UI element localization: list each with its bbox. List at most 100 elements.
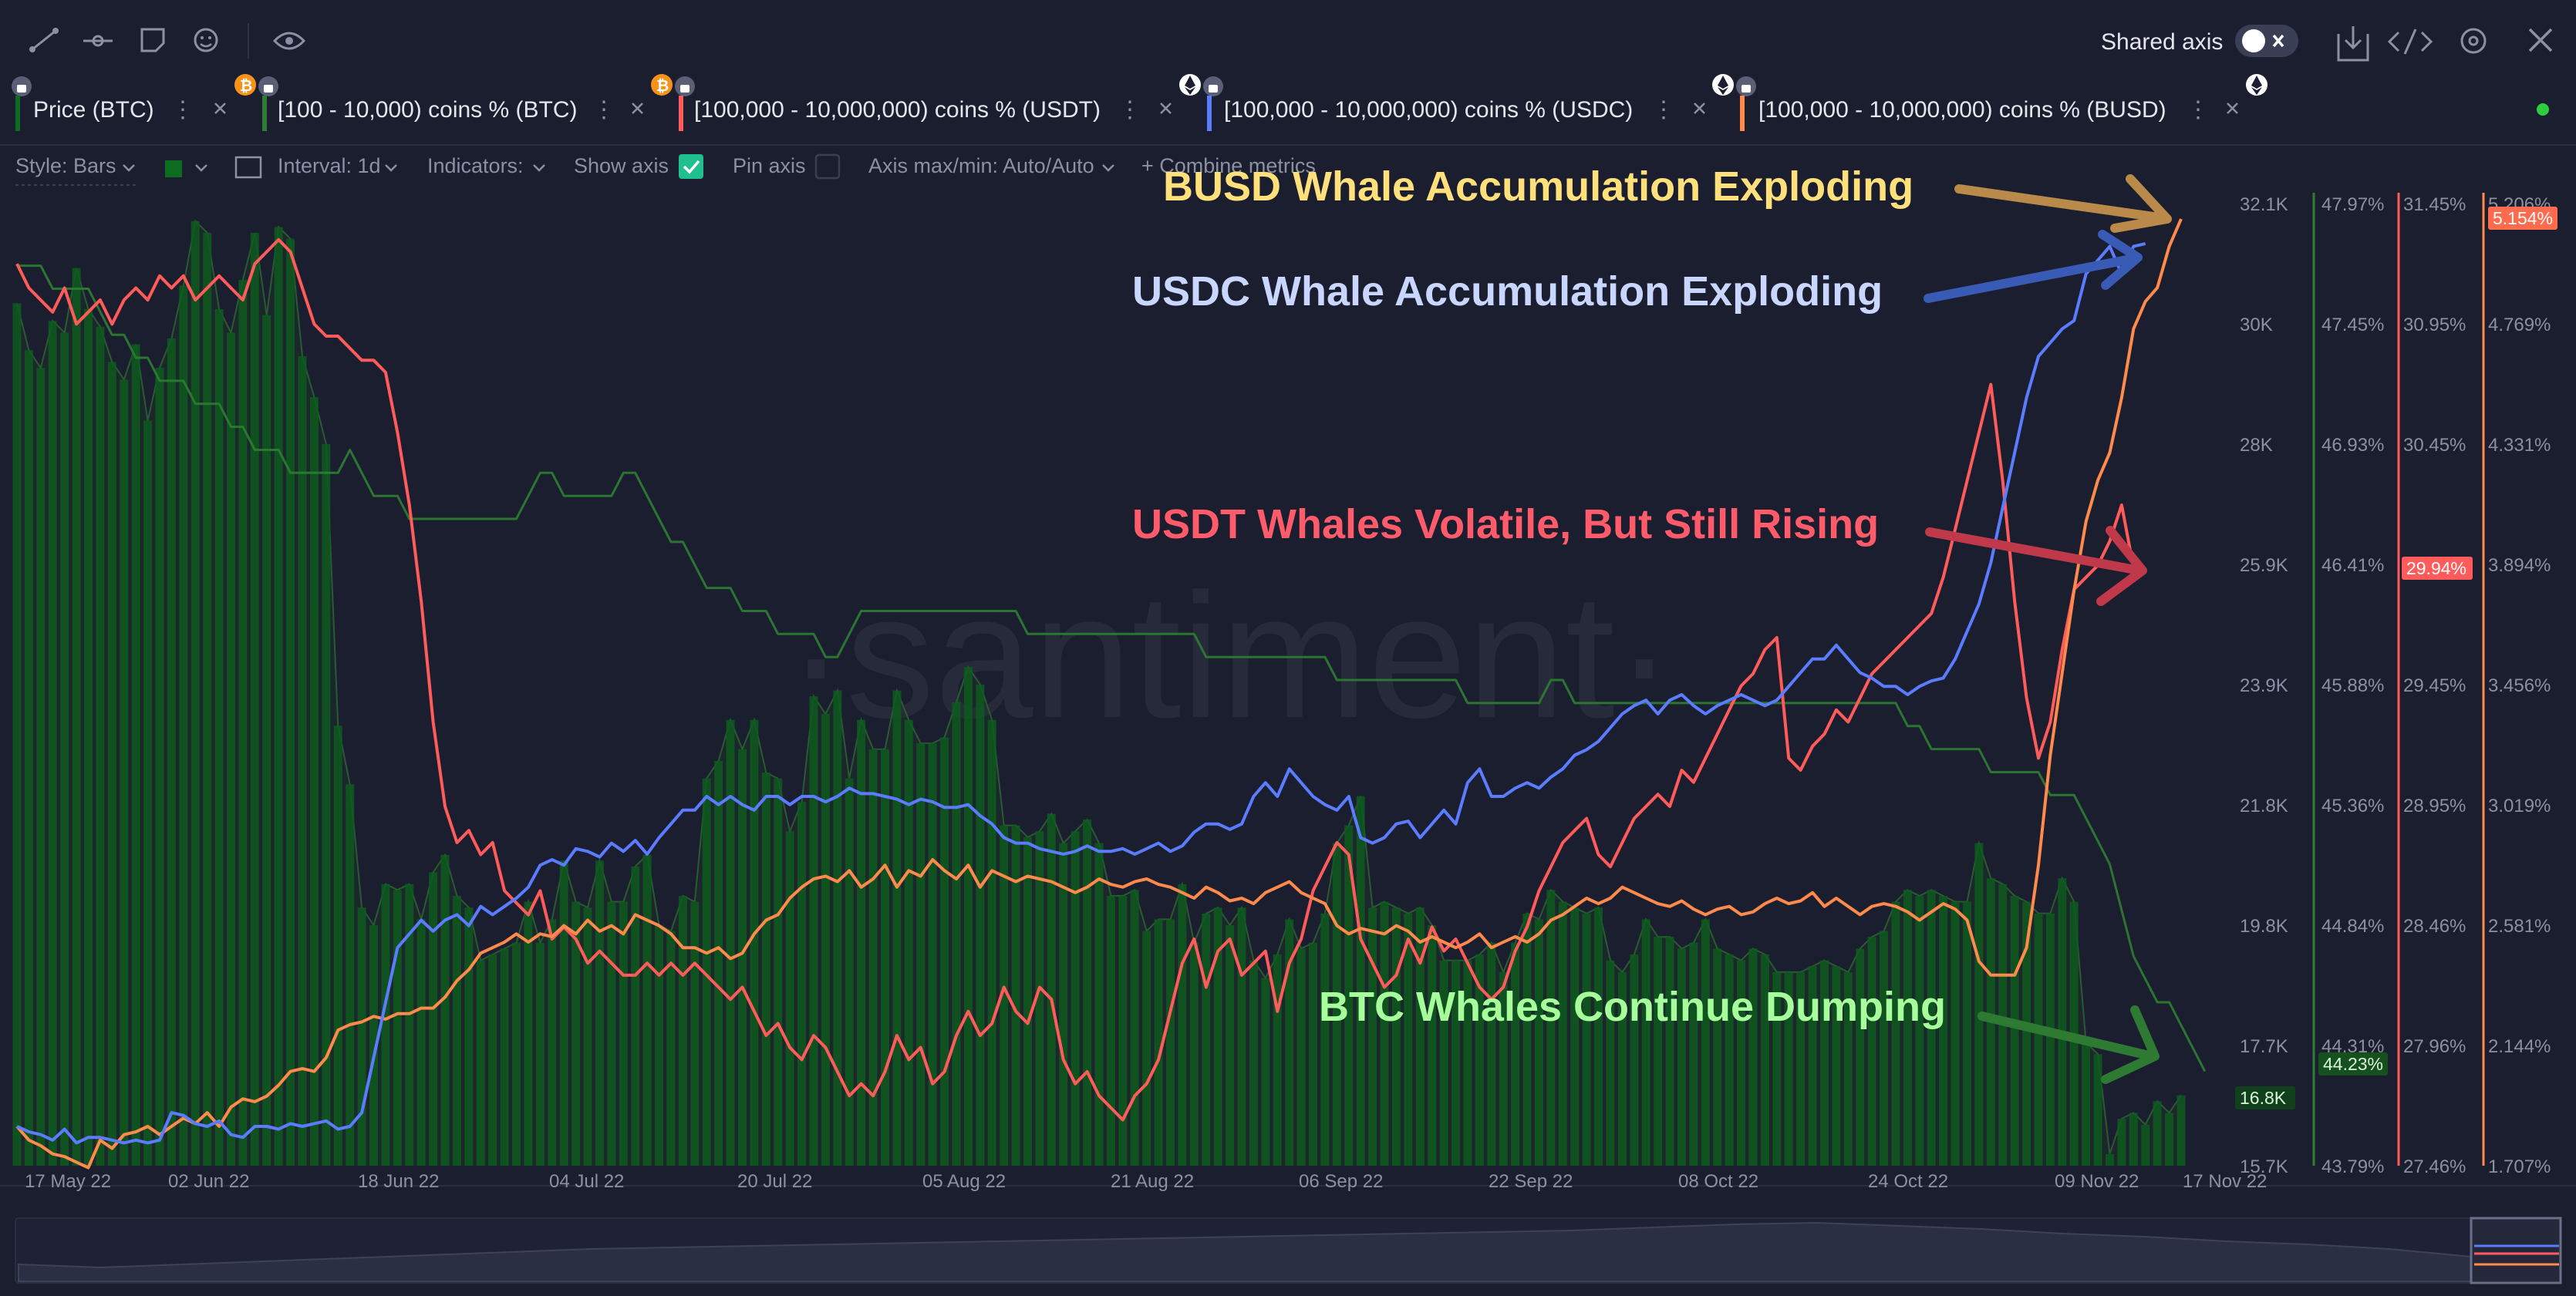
metric-tab-usdt-whales[interactable]: ₿ [100,000 - 10,000,000) coins % (USDT) … [651, 74, 1172, 131]
annotation-text: BUSD Whale Accumulation Exploding [1163, 163, 1913, 210]
close-icon[interactable] [2528, 28, 2553, 52]
ruler-icon [234, 156, 262, 179]
annotation-text: BTC Whales Continue Dumping [1319, 984, 1946, 1030]
price-bar [1665, 937, 1674, 1166]
axis-tick-label: 3.019% [2488, 796, 2551, 816]
date-tick-label: 22 Sep 22 [1489, 1171, 1573, 1192]
note-icon[interactable] [140, 28, 165, 52]
price-bar [309, 397, 319, 1166]
metric-tab-busd-whales[interactable]: [100,000 - 10,000,000) coins % (BUSD) ⋮ [1712, 74, 2267, 131]
price-bar [416, 919, 426, 1166]
axis-tick-label: 28.95% [2403, 796, 2466, 816]
axis-tick-label: 46.93% [2321, 435, 2384, 456]
price-bar [1891, 901, 1900, 1166]
emoji-icon[interactable] [194, 28, 218, 52]
price-bar [1296, 948, 1306, 1166]
metric-remove-icon[interactable] [1694, 103, 1705, 114]
price-bar [1415, 907, 1425, 1166]
eye-icon[interactable] [272, 32, 306, 50]
chevron-down-icon [1102, 164, 1114, 172]
date-tick-label: 17 Nov 22 [2183, 1171, 2267, 1192]
current-value-badge [2235, 1086, 2295, 1109]
price-bar [1677, 948, 1686, 1166]
price-bar [72, 268, 81, 1166]
price-bar [1189, 942, 1199, 1166]
metric-menu-icon[interactable]: ⋮ [1652, 97, 1675, 123]
price-bar [940, 737, 949, 1166]
price-bar [1047, 813, 1056, 1166]
metric-tab-price-btc[interactable]: Price (BTC) ⋮ [12, 76, 226, 131]
price-bar [1772, 971, 1782, 1166]
price-bar [572, 901, 581, 1166]
pin-axis-checkbox[interactable]: Pin axis [733, 153, 841, 180]
price-bar [1391, 907, 1401, 1166]
axis-tick-label: 19.8K [2240, 916, 2288, 937]
bitcoin-icon [234, 74, 256, 96]
axis-maxmin-dropdown[interactable]: Axis max/min: Auto/Auto [868, 154, 1114, 177]
metric-remove-icon[interactable] [632, 103, 643, 114]
price-bar [1130, 890, 1139, 1166]
interval-dropdown[interactable]: Interval: 1d [234, 154, 397, 179]
download-icon[interactable] [2337, 26, 2369, 62]
price-bar [464, 907, 474, 1166]
shared-axis-toggle[interactable] [2235, 25, 2298, 57]
price-bar [227, 332, 235, 1166]
metric-color-swatch [15, 96, 20, 131]
indicators-label: Indicators: [427, 154, 524, 177]
horizontal-line-icon[interactable] [83, 35, 113, 47]
chevron-down-icon [123, 164, 135, 172]
settings-icon[interactable] [2460, 28, 2487, 54]
price-bar [1630, 954, 1639, 1166]
metric-menu-icon[interactable]: ⋮ [1118, 97, 1141, 123]
price-bar [916, 743, 926, 1166]
price-bar [1856, 948, 1865, 1166]
metric-menu-icon[interactable]: ⋮ [2187, 97, 2210, 123]
price-bar [1748, 948, 1758, 1166]
axis-tick-label: 47.45% [2321, 315, 2384, 335]
svg-text:₿: ₿ [240, 78, 252, 95]
price-bar [1903, 890, 1912, 1166]
price-bar [1820, 960, 1829, 1166]
price-bar [369, 925, 378, 1166]
price-bar [131, 344, 140, 1166]
price-bar [262, 315, 271, 1166]
axis-tick-label: 27.46% [2403, 1156, 2466, 1177]
price-bar [559, 860, 568, 1166]
combine-metrics-button[interactable]: + Combine metrics [1141, 154, 1316, 177]
price-bar [1641, 919, 1650, 1166]
price-bar [1226, 925, 1235, 1166]
metric-tab-btc-whales[interactable]: ₿ [100 - 10,000) coins % (BTC) ⋮ [234, 74, 643, 131]
price-bar [1320, 913, 1330, 1166]
price-bar [1202, 913, 1211, 1166]
price-bar [96, 326, 105, 1166]
metric-menu-icon[interactable]: ⋮ [171, 97, 194, 123]
embed-code-icon[interactable] [2387, 29, 2433, 55]
metric-remove-icon[interactable] [2227, 103, 2238, 114]
color-picker[interactable] [165, 160, 207, 177]
navigator-window[interactable] [2470, 1217, 2562, 1284]
price-bar [1309, 942, 1317, 1166]
price-bar [1558, 901, 1567, 1166]
price-bar [2058, 878, 2067, 1166]
price-bar [1404, 913, 1413, 1166]
metric-remove-icon[interactable] [1160, 103, 1172, 114]
show-axis-checkbox[interactable]: Show axis [574, 154, 703, 179]
axis-tick-label: 45.88% [2321, 675, 2384, 696]
axis-tick-label: 29.45% [2403, 675, 2466, 696]
metric-tab-usdc-whales[interactable]: [100,000 - 10,000,000) coins % (USDC) ⋮ [1179, 74, 1705, 131]
indicators-dropdown[interactable]: Indicators: [427, 154, 545, 177]
metric-menu-icon[interactable]: ⋮ [592, 97, 615, 123]
navigator[interactable] [15, 1217, 2562, 1284]
price-bar [120, 379, 129, 1166]
price-bar [1463, 960, 1472, 1166]
metric-remove-icon[interactable] [214, 103, 226, 114]
price-bar [476, 960, 485, 1166]
line-tool-icon[interactable] [29, 28, 59, 52]
pin-axis-label: Pin axis [733, 154, 806, 177]
price-bar [797, 802, 806, 1166]
style-dropdown[interactable]: Style: Bars [15, 154, 139, 186]
price-bar [274, 227, 283, 1166]
series-line-busd_whales_pct [15, 218, 2183, 1170]
price-bar [1071, 831, 1080, 1166]
